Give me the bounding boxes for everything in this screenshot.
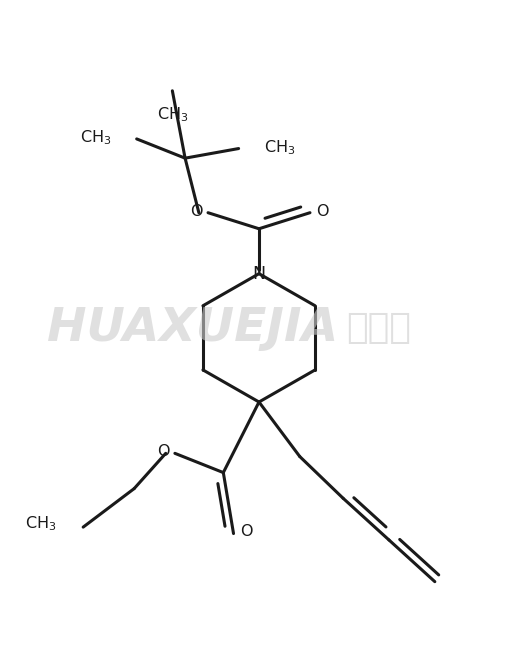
Text: CH$_3$: CH$_3$ (25, 515, 56, 533)
Text: N: N (252, 265, 266, 283)
Text: O: O (157, 444, 170, 459)
Text: O: O (191, 204, 203, 219)
Text: HUAXUEJIA: HUAXUEJIA (47, 306, 338, 351)
Text: O: O (316, 204, 329, 219)
Text: CH$_3$: CH$_3$ (264, 138, 296, 157)
Text: O: O (240, 524, 252, 539)
Text: CH$_3$: CH$_3$ (80, 128, 111, 147)
Text: 化学加: 化学加 (347, 311, 411, 345)
Text: CH$_3$: CH$_3$ (156, 105, 188, 124)
